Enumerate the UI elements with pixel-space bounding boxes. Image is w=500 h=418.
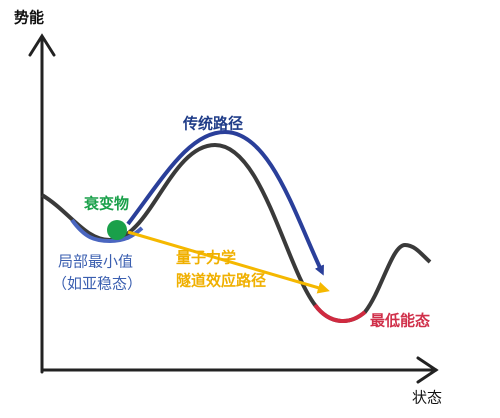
classical-path-arrow [126, 129, 324, 276]
particle-label: 衰变物 [83, 195, 129, 213]
local-min-label: 局部最小值 [58, 253, 133, 271]
axes [28, 33, 439, 384]
classical-path-label: 传统路径 [182, 115, 243, 133]
tunneling-label: 隧道效应路径 [176, 272, 266, 290]
particle [107, 220, 127, 240]
local-min-note: （如亚稳态） [52, 275, 142, 293]
y-axis-label: 势能 [14, 9, 44, 27]
y-arrowhead [28, 33, 56, 57]
ground-state-label: 最低能态 [370, 312, 430, 330]
energy-curve [40, 142, 432, 324]
tunneling-arrow [127, 230, 330, 294]
ground-highlight [313, 303, 367, 324]
x-axis-label: 状态 [412, 389, 442, 407]
x-arrowhead [416, 356, 439, 384]
tunneling-label: 量子力学 [176, 249, 236, 267]
